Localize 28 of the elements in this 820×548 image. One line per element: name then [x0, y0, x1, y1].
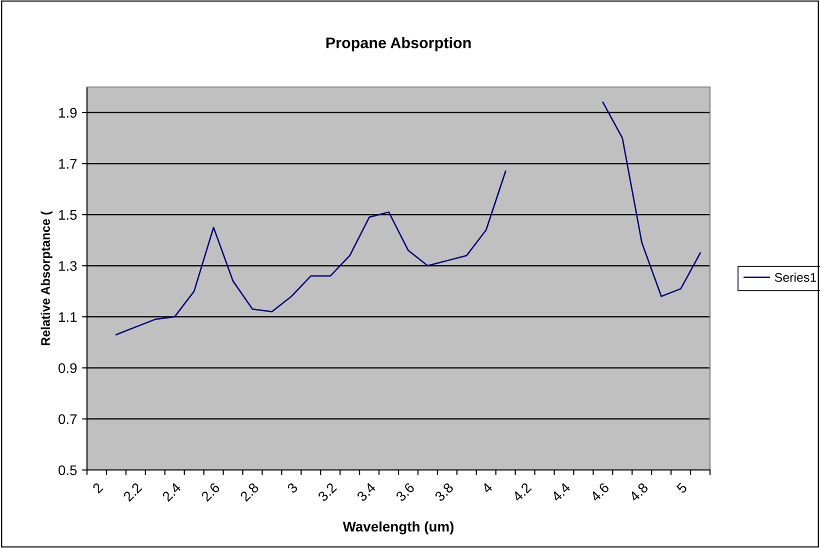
x-tick-label: 2.2 [122, 482, 142, 502]
legend-label: Series1 [774, 272, 816, 282]
x-tick-label: 3.4 [356, 482, 376, 502]
chart-title: Propane Absorption [326, 37, 471, 52]
x-tick-label: 4.8 [628, 482, 649, 502]
y-tick-label: 0.9 [58, 363, 77, 374]
x-tick-label: 3.2 [317, 482, 338, 502]
y-tick-label: 1.7 [59, 159, 77, 169]
x-axis-title: Wavelength (um) [342, 521, 454, 534]
x-tick-label: 2.6 [200, 482, 220, 502]
x-tick-label: 2.4 [162, 482, 182, 502]
x-tick-label: 3.8 [434, 482, 454, 502]
x-tick-label: 4.4 [550, 482, 571, 502]
x-tick-label: 4 [481, 482, 493, 494]
x-tick-label: 3 [286, 482, 298, 494]
y-tick-label: 1.9 [59, 108, 77, 118]
y-tick-label: 1.5 [59, 210, 77, 220]
x-tick-label: 2 [92, 482, 104, 494]
y-tick-label: 0.7 [58, 414, 77, 424]
x-tick-label: 5 [676, 482, 688, 494]
y-tick-label: 1.1 [59, 312, 77, 322]
x-tick-label: 4.6 [590, 482, 610, 502]
x-tick-label: 2.8 [240, 482, 260, 502]
y-axis-title: Relative Absorptance ( [40, 211, 52, 346]
y-tick-label: 0.5 [58, 465, 77, 476]
x-tick-label: 3.6 [395, 482, 416, 502]
x-tick-label: 4.2 [512, 482, 532, 502]
y-tick-label: 1.3 [59, 261, 77, 271]
